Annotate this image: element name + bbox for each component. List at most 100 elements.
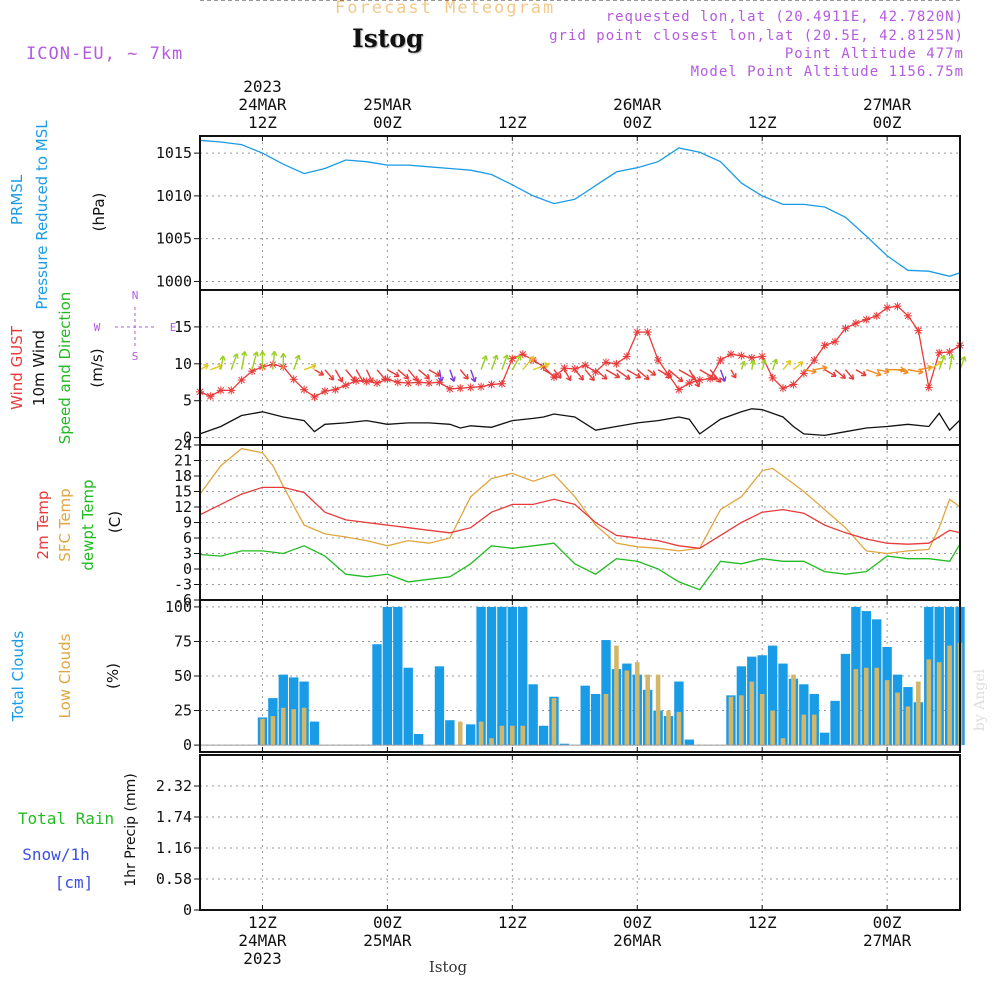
arrow-head — [752, 359, 756, 365]
arrow-head — [917, 371, 924, 375]
arrow-shaft — [782, 360, 792, 371]
panel-frame-pressure — [199, 135, 961, 291]
wind-direction-arrow — [490, 354, 499, 370]
marker-stroke — [915, 327, 922, 334]
total-cloud-bar — [403, 667, 413, 746]
arrow-head — [743, 361, 747, 367]
wind-direction-arrow — [532, 362, 550, 371]
arrow-head — [496, 355, 499, 361]
marker-stroke — [498, 380, 506, 388]
arrow-head — [730, 374, 737, 379]
arrow-head — [312, 364, 317, 370]
marker-stroke — [207, 392, 214, 400]
arrow-head — [646, 374, 650, 380]
marker-stroke — [456, 384, 464, 392]
pressure-unit: (hPa) — [90, 193, 108, 232]
arrow-head — [589, 378, 595, 382]
marker-stroke — [779, 384, 787, 392]
wind-direction-arrow — [219, 355, 226, 370]
top-time-label: 25MAR — [363, 95, 412, 114]
low-cloud-bar — [853, 669, 859, 746]
marker-stroke — [810, 356, 818, 364]
arrow-head — [862, 370, 867, 376]
low-cloud-bar — [457, 721, 463, 746]
arrow-shaft — [345, 369, 356, 382]
arrow-head — [244, 351, 248, 357]
gust-point-marker — [341, 381, 350, 390]
arrow-shaft — [553, 369, 562, 379]
marker-stroke — [561, 364, 568, 372]
marker-stroke — [831, 338, 839, 346]
panel-wind: 0 5 10 15 — [174, 290, 967, 447]
bottom-time-label: 2023 — [243, 949, 282, 968]
arrow-shaft — [407, 369, 418, 382]
arrow-shaft — [709, 369, 722, 383]
low-cloud-bar — [936, 662, 942, 746]
arrow-head — [565, 377, 571, 382]
arrow-shaft — [647, 369, 656, 376]
marker-stroke — [675, 386, 683, 393]
low-cloud-bar — [301, 707, 307, 746]
top-time-label: 00Z — [873, 113, 902, 132]
gust-point-marker — [372, 379, 381, 387]
total-cloud-bar — [476, 606, 486, 746]
precip-snow-unit: [cm] — [55, 873, 94, 892]
arrow-head — [581, 374, 585, 381]
wind-direction-arrow — [480, 355, 488, 370]
wind-direction-arrow — [647, 369, 657, 376]
wind-direction-arrow — [240, 351, 248, 370]
gust-point-marker — [685, 379, 694, 387]
arrow-head — [627, 374, 631, 380]
low-cloud-bar — [499, 725, 505, 746]
low-cloud-bar — [895, 692, 900, 746]
top-time-label: 12Z — [748, 113, 777, 132]
gust-point-marker — [237, 376, 246, 385]
wind-direction-arrow — [459, 369, 469, 380]
y-tick-label: 0 — [183, 560, 192, 578]
marker-stroke — [384, 375, 391, 383]
arrow-head — [395, 371, 400, 377]
arrow-head — [310, 363, 316, 367]
low-clouds-label: Low Clouds — [56, 633, 74, 718]
wind-direction-arrow — [397, 369, 410, 380]
arrow-head — [415, 375, 419, 381]
dewpoint-line — [199, 542, 961, 591]
total-cloud-bar — [518, 606, 528, 746]
wind-direction-arrow — [334, 369, 344, 383]
marker-stroke — [842, 325, 849, 332]
arrow-head — [927, 364, 933, 368]
wind-direction-arrow — [657, 369, 673, 379]
gust-point-marker — [737, 351, 746, 360]
total-clouds-label: Total Clouds — [9, 631, 27, 723]
marker-stroke — [331, 386, 339, 393]
gust-point-marker — [768, 373, 777, 382]
low-cloud-bar — [478, 721, 484, 746]
wind-direction-label: Speed and Direction — [56, 292, 74, 445]
marker-stroke — [852, 319, 860, 327]
arrow-shaft — [719, 369, 726, 382]
low-cloud-bar — [864, 667, 869, 746]
total-cloud-bar — [486, 606, 497, 746]
gust-point-marker — [924, 383, 933, 392]
arrow-shaft — [928, 361, 943, 371]
arrow-head — [948, 354, 953, 360]
low-cloud-bar — [270, 716, 276, 746]
arrow-shaft — [293, 354, 300, 370]
arrow-head — [440, 376, 444, 382]
arrow-head — [436, 371, 441, 377]
y-tick-label: 0.58 — [156, 870, 192, 888]
arrow-shaft — [532, 363, 550, 371]
arrow-head — [832, 371, 837, 377]
bottom-time-label: 25MAR — [363, 931, 412, 950]
pressure-line — [199, 139, 961, 277]
arrow-head — [601, 377, 607, 380]
bottom-time-label: 12Z — [748, 913, 777, 932]
arrow-shaft — [543, 369, 558, 379]
y-tick-label: 18 — [174, 467, 192, 485]
wind-direction-arrow — [365, 369, 374, 383]
gust-point-marker — [612, 359, 621, 368]
arrow-head — [775, 358, 779, 365]
arrow-head — [463, 376, 469, 380]
arrow-head — [592, 375, 595, 381]
wind-direction-arrow — [749, 359, 756, 370]
